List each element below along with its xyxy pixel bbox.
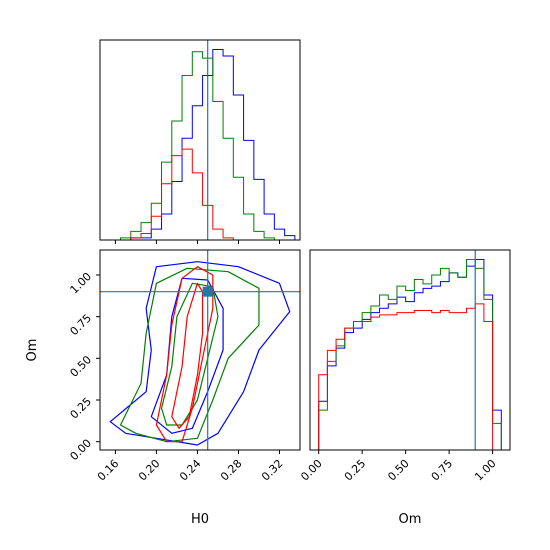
joint-contour-panel: 0.16 0.20 0.24 0.28 0.32 0.00 0.25 0.50 0.75 1.0… (25, 249, 301, 527)
om-hist-series-1 (318, 259, 502, 450)
h0-hist-series-1 (110, 51, 295, 241)
x-axis-label-h0: H0 (191, 512, 209, 527)
om-histogram-panel: 0.00 0.25 0.50 0.75 1.00 Om (298, 249, 511, 527)
om-hist-series-2 (318, 303, 502, 451)
y-axis-label-om: Om (25, 339, 40, 362)
h0-hist-series-2 (110, 148, 295, 241)
joint-ytick-label-3: 0.75 (68, 312, 95, 339)
joint-xtick-label-3: 0.28 (218, 457, 245, 484)
joint-ytick-label-2: 0.50 (68, 353, 95, 380)
joint-frame (99, 249, 301, 451)
joint-truth-marker (202, 286, 213, 297)
joint-ytick-label-0: 0.00 (68, 437, 95, 464)
h0-histogram-panel (99, 39, 301, 244)
joint-contour-5 (171, 282, 204, 429)
h0-histogram-frame (99, 39, 301, 241)
joint-contour-3 (160, 282, 219, 426)
om-hist-xtick-label-1: 0.25 (342, 457, 369, 484)
om-hist-xtick-label-2: 0.50 (385, 457, 412, 484)
om-hist-xtick-label-3: 0.75 (429, 457, 456, 484)
joint-ytick-label-4: 1.00 (68, 270, 95, 297)
joint-xtick-label-1: 0.20 (136, 457, 163, 484)
h0-hist-series-0 (110, 49, 296, 241)
joint-xtick-label-2: 0.24 (177, 457, 204, 484)
joint-ytick-label-1: 0.25 (68, 395, 95, 422)
om-hist-series-0 (318, 259, 502, 450)
joint-xtick-label-4: 0.32 (259, 457, 286, 484)
joint-xtick-label-0: 0.16 (95, 457, 122, 484)
x-axis-label-om: Om (399, 512, 422, 527)
om-histogram-frame (309, 249, 511, 451)
om-hist-xtick-label-4: 1.00 (472, 457, 499, 484)
om-hist-xtick-label-0: 0.00 (298, 457, 325, 484)
